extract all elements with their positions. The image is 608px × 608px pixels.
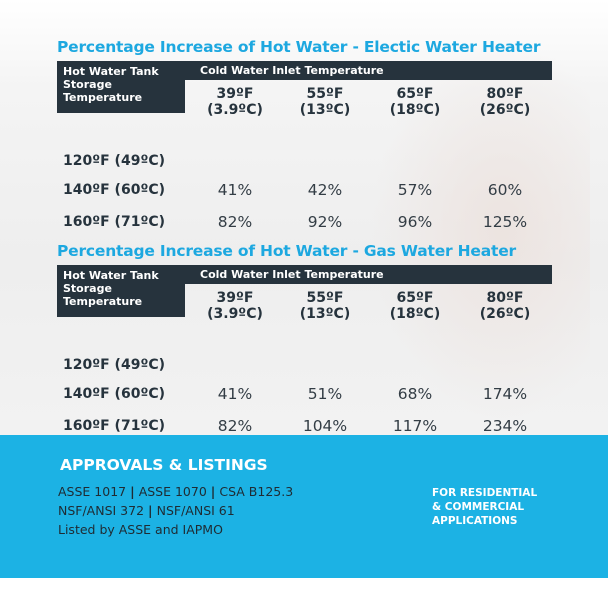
column-header-f: 80ºF bbox=[486, 290, 524, 306]
column-header-c: (18ºC) bbox=[389, 102, 441, 118]
table-cell: 125% bbox=[482, 213, 528, 231]
row-label: 160ºF (71ºC) bbox=[63, 418, 166, 434]
gas-table: Hot Water Tank Storage Temperature Cold … bbox=[57, 265, 552, 450]
column-header: 39ºF (3.9ºC) bbox=[195, 86, 275, 118]
gas-heater-section: Percentage Increase of Hot Water - Gas W… bbox=[57, 240, 552, 450]
approval-item: ASSE 1017 bbox=[58, 484, 127, 499]
column-header-c: (13ºC) bbox=[299, 306, 351, 322]
table-cell: 96% bbox=[397, 213, 433, 231]
applications-label: FOR RESIDENTIAL & COMMERCIAL APPLICATION… bbox=[432, 486, 537, 528]
column-header: 80ºF (26ºC) bbox=[465, 290, 545, 322]
approval-item: NSF/ANSI 61 bbox=[156, 503, 235, 518]
column-header-f: 55ºF bbox=[306, 86, 344, 102]
row-header-cell: Hot Water Tank Storage Temperature bbox=[57, 265, 185, 317]
column-header: 80ºF (26ºC) bbox=[465, 86, 545, 118]
electric-table-title: Percentage Increase of Hot Water - Elect… bbox=[57, 38, 541, 56]
column-header: 65ºF (18ºC) bbox=[375, 290, 455, 322]
row-header-cell: Hot Water Tank Storage Temperature bbox=[57, 61, 185, 113]
row-header-line: Hot Water Tank bbox=[63, 269, 159, 282]
row-header-line: Storage bbox=[63, 78, 112, 91]
table-cell: 41% bbox=[217, 181, 253, 199]
table-cell: 57% bbox=[397, 181, 433, 199]
table-cell: 92% bbox=[307, 213, 343, 231]
column-header-f: 65ºF bbox=[396, 86, 434, 102]
approval-item: ASSE 1070 bbox=[138, 484, 207, 499]
approval-item: CSA B125.3 bbox=[219, 484, 294, 499]
column-header: 65ºF (18ºC) bbox=[375, 86, 455, 118]
approvals-line: NSF/ANSI 372 | NSF/ANSI 61 bbox=[58, 503, 235, 518]
column-group-header: Cold Water Inlet Temperature bbox=[200, 64, 384, 77]
row-label: 120ºF (49ºC) bbox=[63, 153, 166, 169]
gas-table-title: Percentage Increase of Hot Water - Gas W… bbox=[57, 242, 516, 260]
table-cell: 82% bbox=[217, 417, 253, 435]
row-label: 160ºF (71ºC) bbox=[63, 214, 166, 230]
column-header: 55ºF (13ºC) bbox=[285, 290, 365, 322]
column-header: 55ºF (13ºC) bbox=[285, 86, 365, 118]
table-cell: 104% bbox=[302, 417, 348, 435]
table-cell: 68% bbox=[397, 385, 433, 403]
row-label: 120ºF (49ºC) bbox=[63, 357, 166, 373]
row-label: 140ºF (60ºC) bbox=[63, 386, 166, 402]
column-group-header: Cold Water Inlet Temperature bbox=[200, 268, 384, 281]
column-header-c: (3.9ºC) bbox=[207, 306, 263, 322]
table-cell: 41% bbox=[217, 385, 253, 403]
approvals-title: APPROVALS & LISTINGS bbox=[60, 456, 268, 474]
separator: | bbox=[210, 484, 216, 499]
column-header: 39ºF (3.9ºC) bbox=[195, 290, 275, 322]
table-cell: 42% bbox=[307, 181, 343, 199]
table-cell: 60% bbox=[487, 181, 523, 199]
electric-heater-section: Percentage Increase of Hot Water - Elect… bbox=[57, 36, 552, 246]
row-header-line: Temperature bbox=[63, 295, 143, 308]
column-header-f: 39ºF bbox=[216, 86, 254, 102]
row-header-line: Storage bbox=[63, 282, 112, 295]
approvals-line: ASSE 1017 | ASSE 1070 | CSA B125.3 bbox=[58, 484, 293, 499]
column-header-f: 39ºF bbox=[216, 290, 254, 306]
approvals-line: Listed by ASSE and IAPMO bbox=[58, 522, 223, 537]
approvals-band: APPROVALS & LISTINGS ASSE 1017 | ASSE 1070… bbox=[0, 435, 608, 578]
separator: | bbox=[130, 484, 135, 499]
table-cell: 51% bbox=[307, 385, 343, 403]
electric-table: Hot Water Tank Storage Temperature Cold … bbox=[57, 61, 552, 246]
column-header-c: (26ºC) bbox=[479, 306, 531, 322]
approval-item: NSF/ANSI 372 bbox=[58, 503, 145, 518]
column-header-f: 65ºF bbox=[396, 290, 434, 306]
row-header-line: Temperature bbox=[63, 91, 143, 104]
column-header-f: 55ºF bbox=[306, 290, 344, 306]
column-header-c: (26ºC) bbox=[479, 102, 531, 118]
table-cell: 82% bbox=[217, 213, 253, 231]
row-label: 140ºF (60ºC) bbox=[63, 182, 166, 198]
applications-line: FOR RESIDENTIAL bbox=[432, 487, 538, 499]
applications-line: APPLICATIONS bbox=[432, 515, 518, 527]
applications-line: & COMMERCIAL bbox=[432, 501, 525, 513]
column-header-c: (3.9ºC) bbox=[207, 102, 263, 118]
table-cell: 174% bbox=[482, 385, 528, 403]
row-header-line: Hot Water Tank bbox=[63, 65, 159, 78]
column-header-c: (13ºC) bbox=[299, 102, 351, 118]
table-cell: 234% bbox=[482, 417, 528, 435]
column-header-f: 80ºF bbox=[486, 86, 524, 102]
separator: | bbox=[148, 503, 153, 518]
column-header-c: (18ºC) bbox=[389, 306, 441, 322]
table-cell: 117% bbox=[392, 417, 438, 435]
